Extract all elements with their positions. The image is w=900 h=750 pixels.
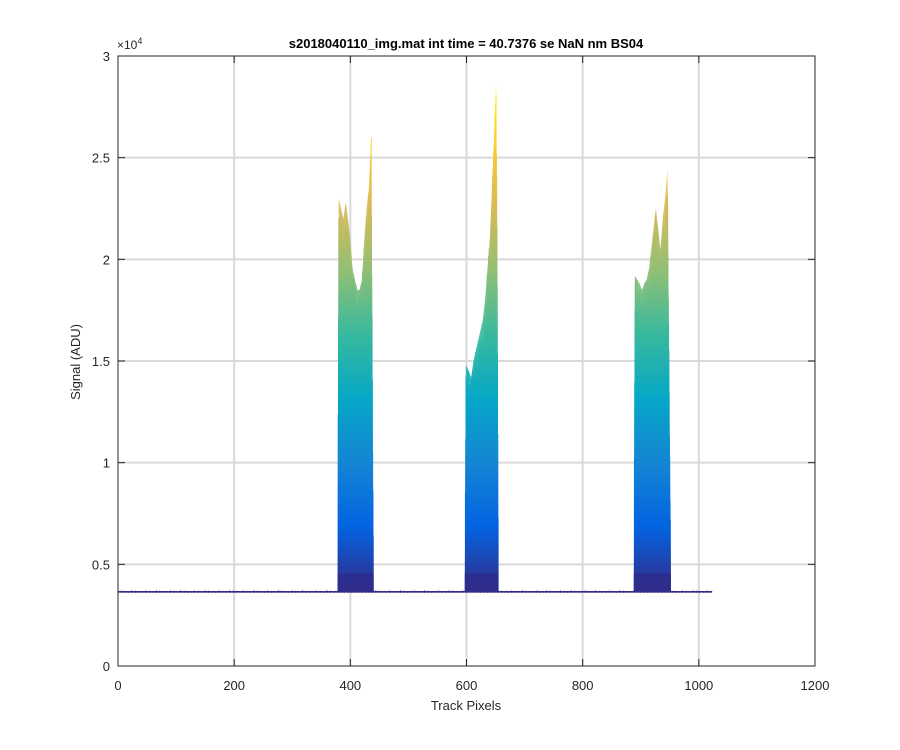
plot-data xyxy=(117,80,713,593)
x-tick-label: 200 xyxy=(223,678,245,693)
peak-1 xyxy=(337,137,374,592)
x-tick-label: 600 xyxy=(456,678,478,693)
y-tick-label: 2.5 xyxy=(92,151,110,166)
y-axis-exponent: ×104 xyxy=(117,36,142,52)
peak-base xyxy=(464,573,499,592)
x-tick-label: 0 xyxy=(114,678,121,693)
y-tick-label: 0 xyxy=(103,659,110,674)
y-exponent-power: 4 xyxy=(137,36,142,46)
y-axis-label: Signal (ADU) xyxy=(68,324,83,400)
y-tick-label: 0.5 xyxy=(92,557,110,572)
x-tick-label: 400 xyxy=(339,678,361,693)
peak-base xyxy=(633,573,671,592)
peak-3 xyxy=(633,169,672,592)
y-tick-label: 3 xyxy=(103,49,110,64)
tick-marks xyxy=(117,55,816,667)
y-tick-label: 1.5 xyxy=(92,354,110,369)
x-axis-label: Track Pixels xyxy=(431,698,502,713)
x-tick-label: 800 xyxy=(572,678,594,693)
y-tick-label: 2 xyxy=(103,252,110,267)
y-exponent-base: ×10 xyxy=(117,38,138,52)
tick-labels: 0 200 400 600 800 1000 1200 0 0.5 1 1.5 2 2.5 3 xyxy=(92,49,830,693)
peak-base xyxy=(337,573,374,592)
x-tick-label: 1000 xyxy=(684,678,713,693)
y-tick-label: 1 xyxy=(103,456,110,471)
peak-2 xyxy=(464,80,499,592)
x-tick-label: 1200 xyxy=(801,678,830,693)
chart-title: s2018040110_img.mat int time = 40.7376 s… xyxy=(289,36,644,51)
